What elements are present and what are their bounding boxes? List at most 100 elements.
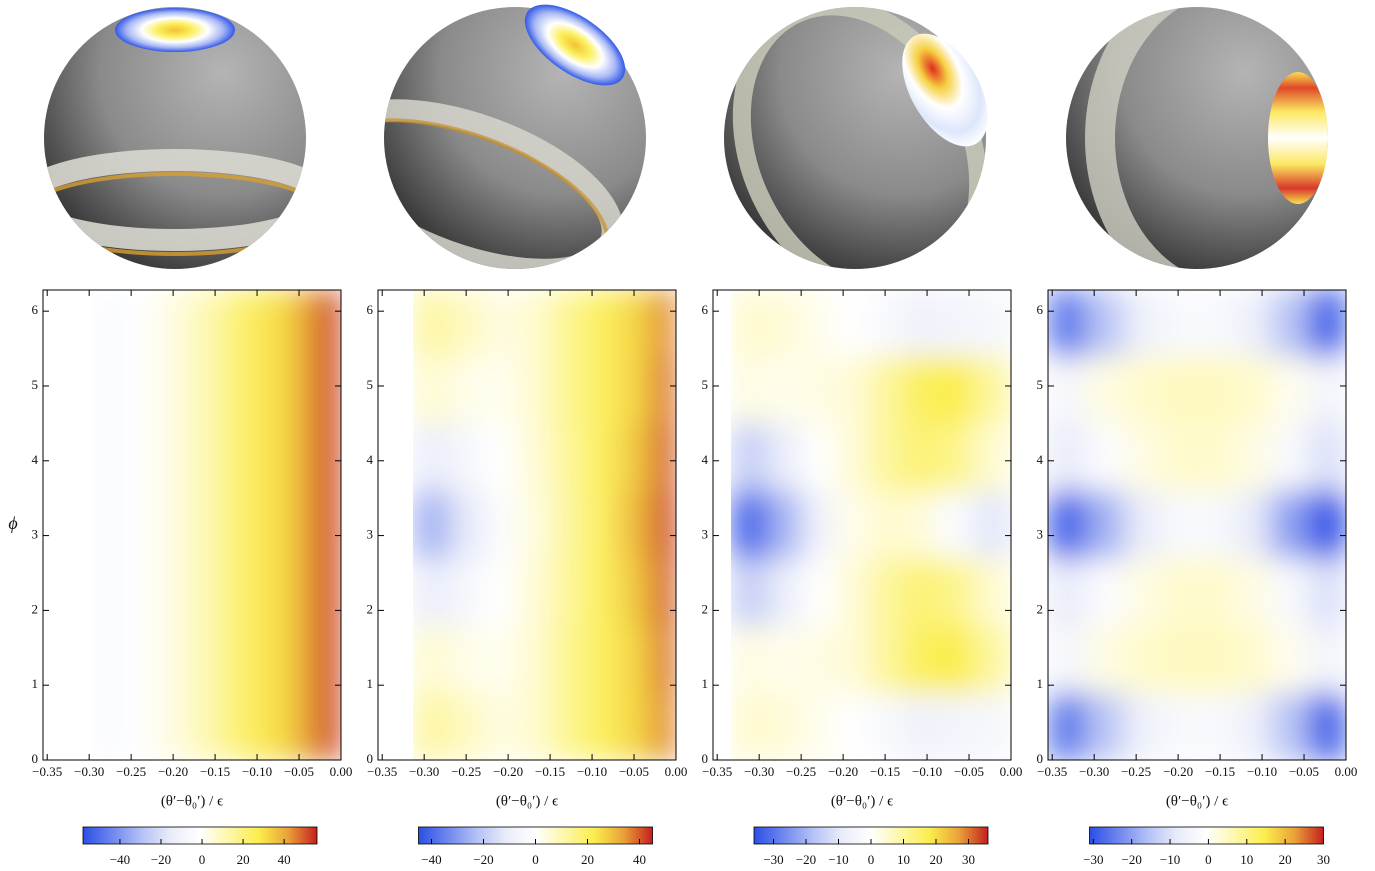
heatmap-cell (1194, 423, 1234, 492)
heatmap-cell (413, 490, 450, 559)
heatmap-cell (731, 558, 769, 626)
heatmap-cell (1270, 490, 1309, 559)
heatmap-cell (617, 423, 652, 492)
heatmap-cell (1085, 558, 1125, 626)
y-tick-label: 1 (702, 676, 709, 691)
colorbar-tick-label: −40 (421, 852, 441, 867)
heatmap (1048, 290, 1346, 760)
heatmap-cell (935, 423, 974, 492)
plot-frame (377, 289, 677, 761)
x-tick-label: −0.20 (493, 764, 523, 779)
heatmap-cell (834, 356, 869, 424)
heatmap-cell (413, 625, 450, 694)
heatmap-cell (1232, 290, 1271, 357)
y-tick-label: 2 (367, 601, 374, 616)
colorbar-tick-label: 20 (1279, 852, 1292, 867)
heatmap-cell (801, 423, 836, 492)
heatmap-cell (1123, 490, 1162, 559)
heatmap-cell (767, 290, 802, 357)
colorbar-tick-label: 20 (930, 852, 943, 867)
heatmap-cell (550, 423, 585, 492)
y-tick-label: 4 (702, 452, 709, 467)
x-tick-label: −0.10 (242, 764, 272, 779)
heatmap-cell (834, 692, 869, 760)
y-tick-label: 1 (367, 676, 374, 691)
x-tick-label: −0.20 (1163, 764, 1193, 779)
heatmap-cell (731, 490, 769, 559)
x-tick-label: −0.35 (32, 764, 62, 779)
heatmap-cell (516, 356, 551, 424)
x-tick-label: −0.15 (200, 764, 230, 779)
y-tick-label: 5 (702, 377, 709, 392)
heatmap-cell (868, 423, 903, 492)
heatmap-cell (617, 692, 652, 760)
heatmap-cell (482, 625, 518, 694)
heatmap-cell (617, 490, 652, 559)
y-tick-label: 2 (702, 601, 709, 616)
x-axis-label: (θ′−θ₀′) / ϵ (831, 793, 893, 809)
heatmap-cell (801, 490, 836, 559)
x-tick-label: −0.05 (954, 764, 984, 779)
heatmap-cell (1048, 423, 1087, 492)
y-tick-label: 5 (1037, 377, 1044, 392)
colorbar-tick-label: 10 (1240, 852, 1253, 867)
colorbar-tick-label: −10 (1160, 852, 1180, 867)
x-tick-label: 0.00 (1000, 764, 1023, 779)
heatmap-cell (834, 490, 869, 559)
heatmap-cell (1194, 692, 1234, 760)
heatmap-cell (973, 558, 1011, 626)
heatmap-cell (1308, 625, 1346, 694)
y-tick-label: 1 (1037, 676, 1044, 691)
x-tick-label: −0.25 (1121, 764, 1151, 779)
y-tick-label: 0 (702, 751, 709, 766)
heatmap-cell (516, 625, 551, 694)
heatmap-cell (868, 356, 903, 424)
y-tick-label: 3 (1037, 527, 1044, 542)
heatmap-cell (550, 356, 585, 424)
spheres (44, 4, 1328, 269)
x-tick-label: 0.00 (330, 764, 353, 779)
heatmap-cell (801, 356, 836, 424)
y-tick-label: 6 (702, 302, 709, 317)
heatmap-cell (1161, 692, 1196, 760)
heatmap-cell (189, 290, 224, 760)
colorbar-tick-label: 30 (1317, 852, 1330, 867)
heatmap-cell (1194, 290, 1234, 357)
heatmap-cell (1270, 356, 1309, 424)
heatmap-cell (449, 490, 484, 559)
heatmap-cell (801, 625, 836, 694)
heatmap-cell (935, 290, 974, 357)
heatmap-cell (1232, 692, 1271, 760)
heatmap-cell (1048, 490, 1087, 559)
heatmap-cell (583, 558, 618, 626)
x-tick-label: −0.05 (1289, 764, 1319, 779)
heatmap-cell (935, 356, 974, 424)
sphere (44, 7, 306, 269)
heatmap-cell (1308, 290, 1346, 357)
heatmap-cell (1048, 692, 1087, 760)
heatmap-cell (583, 290, 618, 357)
heatmap-cell (731, 423, 769, 492)
heatmap-cell (973, 692, 1011, 760)
x-tick-label: −0.25 (786, 764, 816, 779)
colorbar-tick-label: 30 (962, 852, 975, 867)
colorbar-tick-label: −30 (1083, 852, 1103, 867)
x-axis-label: (θ′−θ₀′) / ϵ (161, 793, 223, 809)
heatmap-cell (1123, 356, 1162, 424)
heatmap-cell (973, 356, 1011, 424)
heatmap-cell (1161, 290, 1196, 357)
heatmap-cell (617, 290, 652, 357)
heatmap (731, 290, 1011, 760)
heatmap-cell (1194, 356, 1234, 424)
heatmap-cell (935, 692, 974, 760)
colorbar-tick-label: −40 (110, 852, 130, 867)
heatmap-cell (935, 625, 974, 694)
heatmap-cell (935, 490, 974, 559)
y-tick-label: 2 (32, 601, 39, 616)
y-tick-label: 6 (32, 302, 39, 317)
colorbar-tick-label: −30 (763, 852, 783, 867)
heatmap-cell (1123, 423, 1162, 492)
x-tick-label: −0.30 (744, 764, 774, 779)
y-tick-label: 6 (1037, 302, 1044, 317)
heatmap-cell (550, 290, 585, 357)
